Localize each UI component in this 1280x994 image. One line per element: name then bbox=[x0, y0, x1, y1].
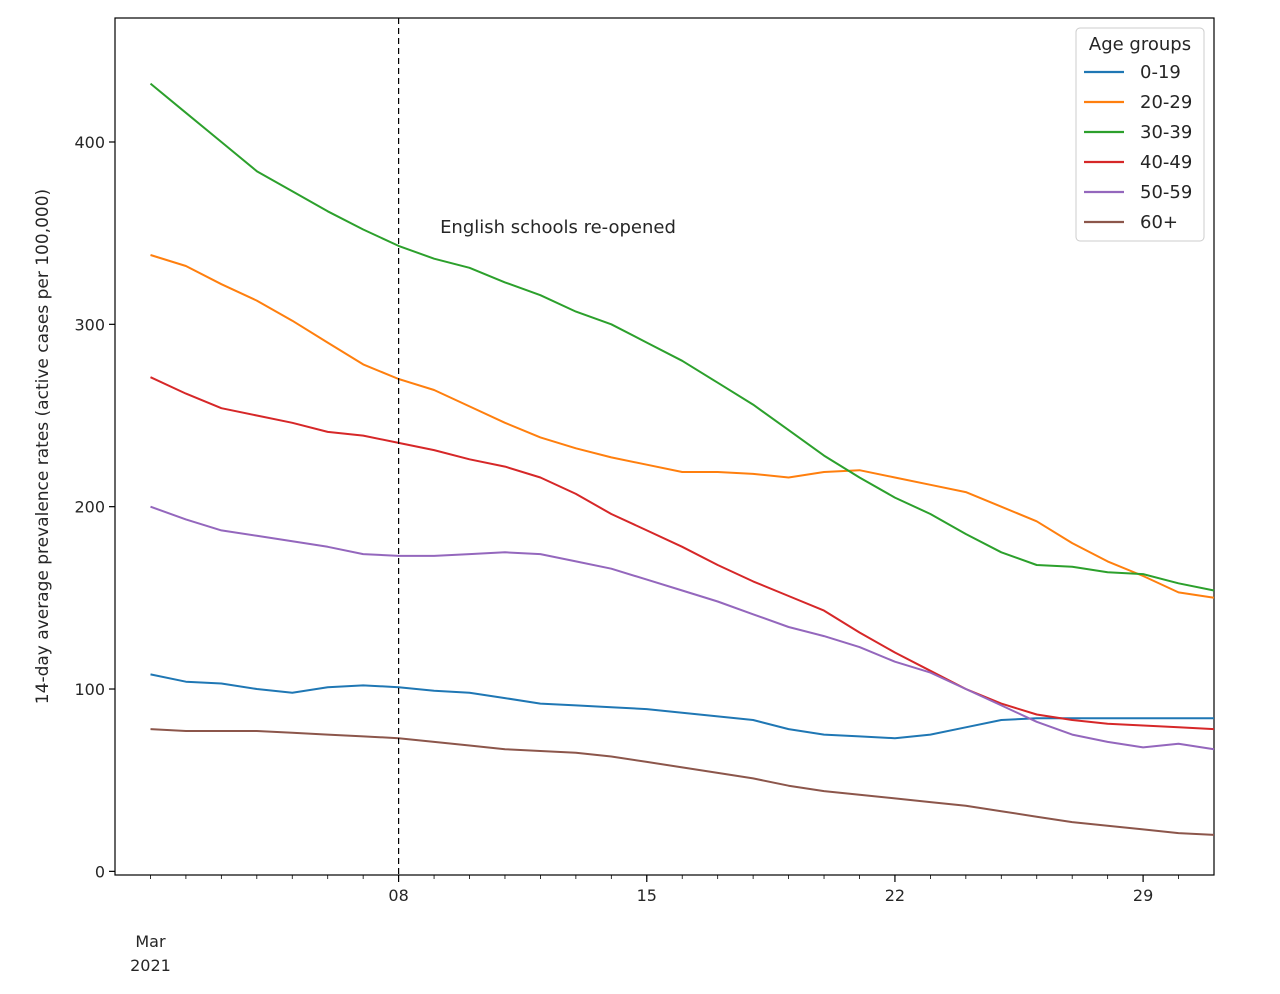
legend-title: Age groups bbox=[1089, 34, 1191, 55]
series-line-20-29 bbox=[150, 254, 1215, 599]
series-line-60+ bbox=[150, 728, 1215, 836]
y-tick-label: 300 bbox=[74, 315, 105, 334]
series-line-40-49 bbox=[150, 376, 1215, 731]
legend-label-60+: 60+ bbox=[1140, 212, 1178, 233]
series-line-30-39 bbox=[149, 82, 1215, 592]
series-line-50-59 bbox=[150, 505, 1215, 751]
annotation-layer: English schools re-opened bbox=[398, 18, 676, 875]
legend-label-50-59: 50-59 bbox=[1140, 182, 1192, 203]
legend-items: 0-19 20-29 30-39 40-49 50-59 60+ bbox=[1084, 62, 1192, 233]
legend-label-0-19: 0-19 bbox=[1140, 62, 1181, 83]
x-tick-label: 15 bbox=[637, 886, 657, 905]
x-axis: Mar 2021 08 15 22 29 bbox=[130, 875, 1179, 975]
series-line-0-19 bbox=[150, 673, 1214, 740]
y-tick-label: 100 bbox=[74, 680, 105, 699]
legend-label-40-49: 40-49 bbox=[1140, 152, 1192, 173]
y-tick-label: 200 bbox=[74, 498, 105, 517]
x-tick-label: 08 bbox=[388, 886, 408, 905]
legend-label-20-29: 20-29 bbox=[1140, 92, 1192, 113]
x-tick-label: 22 bbox=[885, 886, 905, 905]
plot-area bbox=[114, 17, 1215, 876]
x-tick-label: 29 bbox=[1133, 886, 1153, 905]
y-tick-label: 400 bbox=[74, 133, 105, 152]
y-axis-label: 14-day average prevalence rates (active … bbox=[33, 189, 53, 704]
schools-reopened-annotation: English schools re-opened bbox=[440, 217, 676, 238]
series-layer bbox=[149, 82, 1215, 836]
legend: Age groups 0-19 20-29 30-39 40-49 50-59 60+ bbox=[1075, 27, 1205, 242]
y-axis: 0 100 200 300 400 bbox=[74, 133, 115, 881]
legend-box bbox=[1075, 27, 1205, 242]
x-year-label: 2021 bbox=[130, 956, 171, 975]
legend-label-30-39: 30-39 bbox=[1140, 122, 1192, 143]
x-month-label: Mar bbox=[135, 932, 166, 951]
y-tick-label: 0 bbox=[95, 862, 105, 881]
